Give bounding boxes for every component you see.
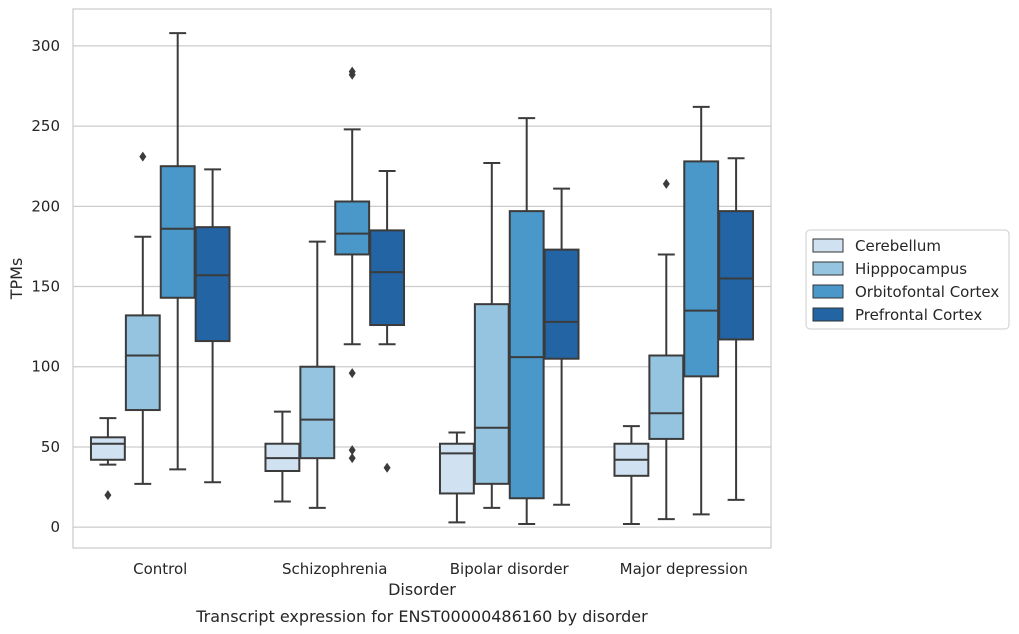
box-iqr: [508, 210, 545, 500]
legend-frame: [805, 229, 1010, 330]
legend-label: Orbitofontal Cortex: [855, 283, 999, 301]
legend-swatch: [812, 307, 844, 322]
legend-swatch: [812, 284, 844, 299]
outlier-point: [348, 453, 356, 464]
outlier-point: [104, 490, 112, 501]
box-orbitofontal-cortex-0: [159, 32, 196, 471]
box-prefrontal-cortex-2: [543, 187, 580, 506]
y-tick-label: 300: [31, 37, 60, 55]
legend-swatch: [812, 261, 844, 276]
outlier-point: [139, 151, 147, 162]
x-tick-label: Control: [133, 560, 187, 578]
legend-label: Prefrontal Cortex: [855, 306, 982, 324]
x-axis-title: Disorder: [388, 580, 456, 599]
box-cerebellum-2: [438, 431, 475, 524]
y-tick-label: 100: [31, 358, 60, 376]
outlier-point: [383, 462, 391, 473]
box-iqr: [299, 365, 336, 460]
plot-frame: [72, 8, 772, 549]
box-prefrontal-cortex-1: [369, 170, 406, 473]
box-iqr: [438, 442, 475, 495]
y-axis-title: TPMs: [7, 258, 26, 301]
box-iqr: [683, 160, 720, 378]
x-tick-label: Major depression: [620, 560, 748, 578]
box-iqr: [369, 229, 406, 327]
y-tick-label: 200: [31, 197, 60, 215]
box-iqr: [159, 165, 196, 299]
box-orbitofontal-cortex-3: [683, 105, 720, 516]
x-tick-label: Schizophrenia: [282, 560, 387, 578]
box-hipppocampus-1: [299, 240, 336, 509]
y-tick-label: 50: [41, 438, 60, 456]
legend: Cerebellum Hipppocampus Orbitofontal Corte…: [805, 229, 1010, 330]
y-tick-labels: 0 50 100 150 200 250 300: [31, 37, 60, 536]
box-iqr: [89, 436, 126, 461]
box-iqr: [473, 303, 510, 485]
x-tick-label: Bipolar disorder: [450, 560, 570, 578]
legend-swatch: [812, 238, 844, 253]
box-hipppocampus-2: [473, 162, 510, 509]
box-iqr: [543, 248, 580, 360]
box-iqr: [718, 210, 755, 341]
box-hipppocampus-0: [124, 151, 161, 485]
chart-caption: Transcript expression for ENST0000048616…: [195, 607, 648, 626]
box-hipppocampus-3: [648, 178, 685, 521]
y-tick-label: 250: [31, 117, 60, 135]
box-iqr: [124, 314, 161, 412]
legend-label: Hipppocampus: [855, 260, 967, 278]
box-prefrontal-cortex-3: [718, 157, 755, 501]
box-iqr: [334, 200, 371, 256]
box-prefrontal-cortex-0: [194, 168, 231, 484]
x-tick-labels: Control Schizophrenia Bipolar disorder Majo…: [133, 560, 748, 578]
outlier-point: [348, 445, 356, 456]
y-tick-label: 0: [50, 518, 60, 536]
box-orbitofontal-cortex-1: [334, 66, 371, 464]
box-cerebellum-0: [89, 417, 126, 501]
legend-label: Cerebellum: [855, 237, 941, 255]
box-cerebellum-1: [264, 410, 301, 503]
outlier-point: [348, 368, 356, 379]
outlier-point: [662, 178, 670, 189]
box-iqr: [648, 354, 685, 440]
y-tick-label: 150: [31, 278, 60, 296]
boxes: [89, 32, 755, 525]
box-cerebellum-3: [613, 425, 650, 525]
box-iqr: [194, 226, 231, 343]
box-orbitofontal-cortex-2: [508, 117, 545, 525]
outlier-point: [348, 66, 356, 77]
